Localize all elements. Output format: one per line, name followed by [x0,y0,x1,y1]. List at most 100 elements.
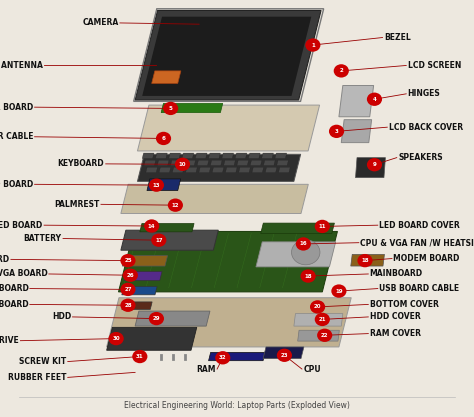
Circle shape [149,312,164,325]
Text: TOUCHPAD BOARD: TOUCHPAD BOARD [0,180,33,189]
Text: RAM: RAM [196,364,216,374]
Text: KEYBOARD: KEYBOARD [58,159,104,168]
Polygon shape [107,298,351,347]
Circle shape [149,178,164,192]
Polygon shape [235,153,247,158]
Polygon shape [144,160,156,166]
Polygon shape [195,153,207,158]
Circle shape [331,284,346,298]
Text: BEZEL: BEZEL [384,33,410,42]
Polygon shape [250,160,262,166]
Polygon shape [298,330,339,341]
Polygon shape [182,153,194,158]
Polygon shape [147,179,181,191]
Polygon shape [155,153,167,158]
Polygon shape [122,256,168,266]
Circle shape [334,64,349,78]
Text: HDD: HDD [52,312,71,322]
Polygon shape [222,153,234,158]
Text: LCD SCREEN: LCD SCREEN [408,61,461,70]
Text: 1: 1 [311,43,315,48]
Polygon shape [209,153,220,158]
Text: 27: 27 [124,287,132,292]
Circle shape [292,240,320,265]
Polygon shape [169,153,181,158]
Polygon shape [261,223,334,234]
Text: 2: 2 [339,68,343,73]
Polygon shape [264,160,275,166]
Circle shape [310,300,325,314]
Polygon shape [237,160,249,166]
Text: 26: 26 [127,273,134,278]
Circle shape [367,158,382,171]
Text: 31: 31 [136,354,144,359]
Text: 6: 6 [162,136,165,141]
Circle shape [151,234,166,247]
Polygon shape [248,153,260,158]
Text: 4: 4 [373,97,376,102]
Text: CPU & VGA FAN /W HEATSINK: CPU & VGA FAN /W HEATSINK [360,238,474,247]
Text: SCREW KIT: SCREW KIT [19,357,66,366]
Text: CAMERA: CAMERA [82,18,118,28]
Text: 17: 17 [155,238,163,243]
Polygon shape [224,160,236,166]
Text: PALMREST: PALMREST [54,200,100,209]
Circle shape [329,125,344,138]
Text: 32: 32 [219,355,227,360]
Text: SPEAKERS: SPEAKERS [398,153,443,162]
Text: 20: 20 [314,304,321,309]
Polygon shape [172,167,184,173]
Circle shape [296,237,311,251]
Polygon shape [135,311,210,326]
Polygon shape [159,167,171,173]
Polygon shape [107,327,197,350]
Polygon shape [339,85,374,117]
Polygon shape [199,167,210,173]
Text: 28: 28 [124,303,132,308]
Polygon shape [185,167,197,173]
Polygon shape [275,153,287,158]
Polygon shape [210,160,222,166]
Text: INVERTER BOARD: INVERTER BOARD [0,103,33,112]
Text: LCD BACK COVER: LCD BACK COVER [389,123,463,132]
Text: 12: 12 [172,203,179,208]
Polygon shape [118,231,337,292]
Polygon shape [161,103,223,113]
Text: MINI PCI WIRELESS BOARD: MINI PCI WIRELESS BOARD [0,255,9,264]
Text: USB BOARD CABLE: USB BOARD CABLE [379,284,459,293]
Circle shape [215,351,230,364]
Text: 29: 29 [153,316,160,321]
Polygon shape [135,10,321,100]
Text: 19: 19 [335,289,343,294]
Text: INVERTER CABLE: INVERTER CABLE [0,132,33,141]
Text: 18: 18 [304,274,312,279]
Polygon shape [197,160,209,166]
Polygon shape [252,167,264,173]
Polygon shape [142,17,311,96]
Circle shape [109,332,124,345]
Text: BOTTOM COVER: BOTTOM COVER [370,300,438,309]
Polygon shape [184,160,196,166]
Polygon shape [341,120,372,143]
Text: OPTICAL DRIVE: OPTICAL DRIVE [0,336,19,345]
Text: 30: 30 [112,336,120,341]
Text: LED BOARD: LED BOARD [0,221,43,230]
Circle shape [123,269,138,282]
Circle shape [163,102,178,115]
Polygon shape [142,153,154,158]
Text: 9: 9 [373,162,376,167]
Text: BLUETOOTH BOARD: BLUETOOTH BOARD [0,284,28,293]
Polygon shape [157,160,169,166]
Polygon shape [265,167,277,173]
Polygon shape [225,167,237,173]
Text: 22: 22 [321,333,328,338]
Polygon shape [122,286,157,295]
Circle shape [144,219,159,233]
Polygon shape [152,71,181,83]
Polygon shape [263,347,304,359]
Circle shape [132,350,147,363]
Circle shape [317,329,332,342]
Polygon shape [137,154,301,181]
Text: WIFI ANTENNA: WIFI ANTENNA [0,61,43,70]
Text: BATTERY: BATTERY [24,234,62,243]
